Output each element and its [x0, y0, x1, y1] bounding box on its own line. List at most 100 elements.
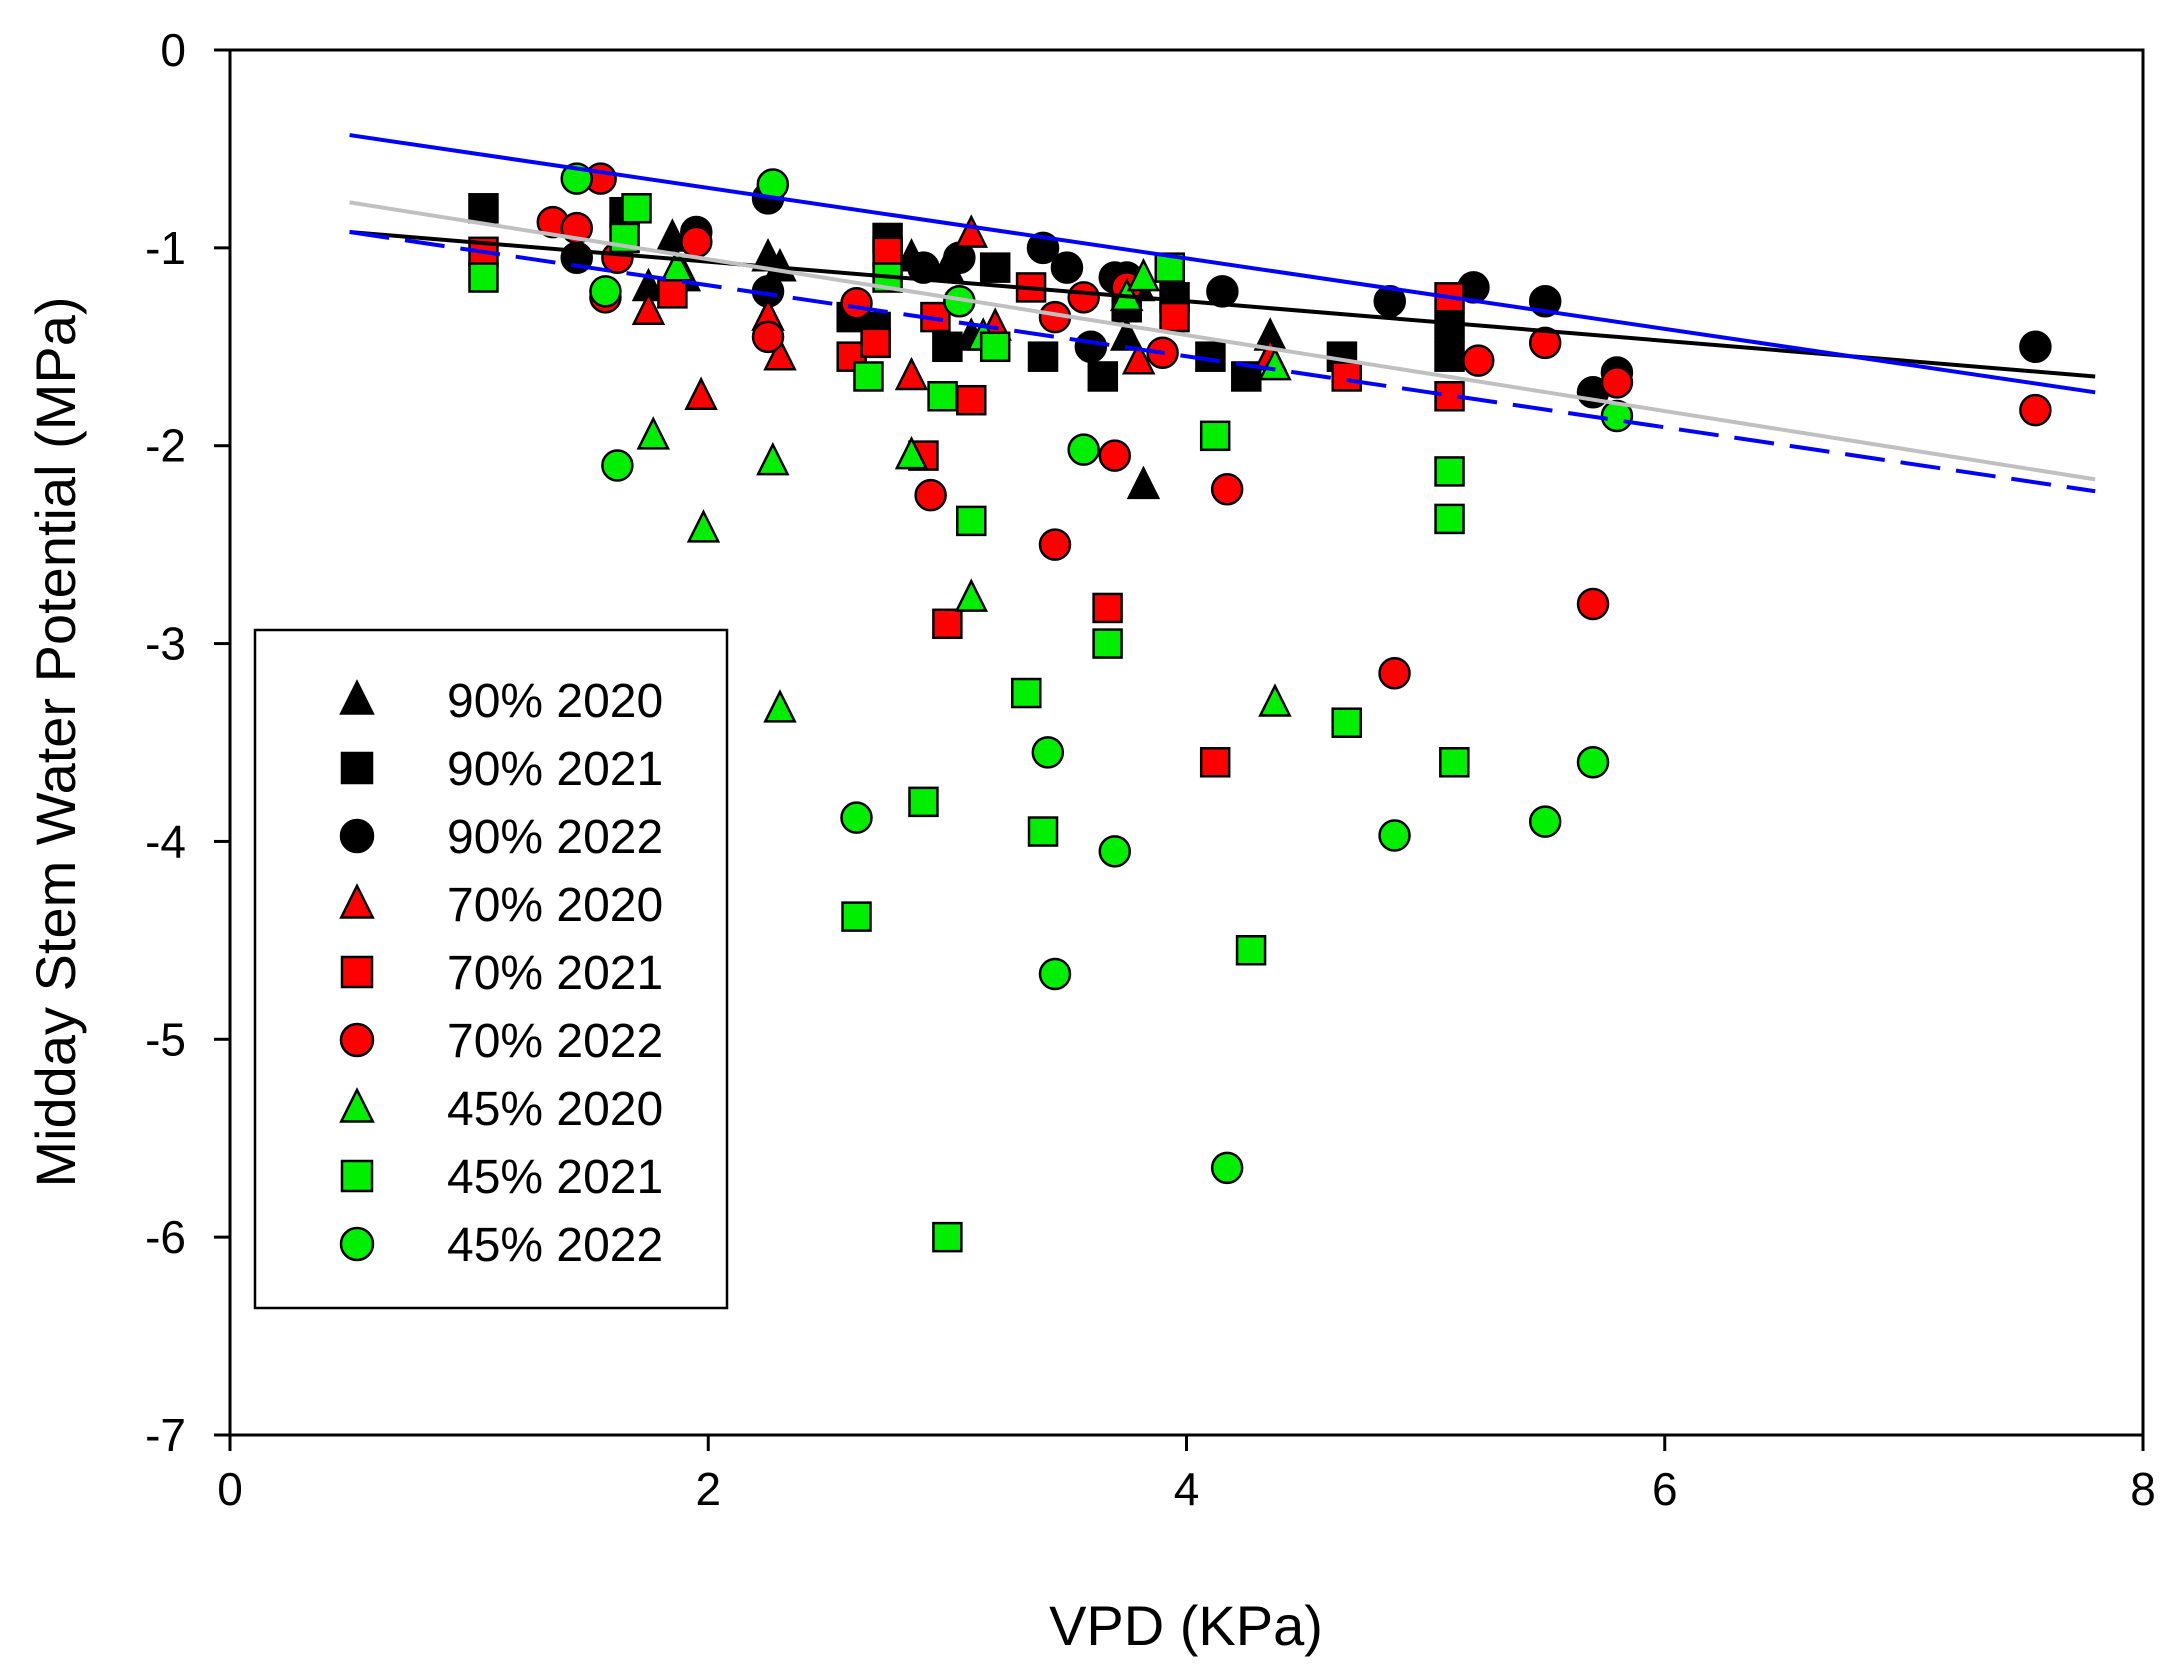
legend-marker [339, 818, 375, 854]
data-point [1098, 439, 1132, 472]
data-point [956, 505, 987, 537]
data-point [1434, 503, 1465, 535]
data-point [1434, 311, 1465, 343]
legend-items: 90% 2020 90% 2021 90% 2022 70% 2020 70% 2021… [339, 675, 663, 1272]
legend-box [253, 628, 729, 1310]
data-point [601, 449, 634, 482]
series-45-2021 [468, 193, 1470, 1253]
data-point [1050, 251, 1084, 284]
data-point [655, 218, 690, 252]
data-point [756, 441, 790, 476]
legend-marker [339, 679, 375, 715]
data-point [1600, 366, 1634, 399]
data-point [932, 608, 963, 640]
data-point [1331, 707, 1362, 738]
x-tick-label: 8 [2130, 1463, 2156, 1515]
data-point [1576, 587, 1610, 621]
legend-label: 70% 2020 [447, 879, 663, 932]
data-point [927, 381, 958, 412]
data-point [1067, 281, 1100, 314]
data-point [2019, 330, 2052, 364]
data-point [954, 578, 989, 612]
data-point [1258, 683, 1292, 717]
data-point [1199, 420, 1231, 452]
data-point [1206, 275, 1239, 308]
regression-line [349, 230, 2096, 379]
series-45-2022 [560, 162, 1634, 1185]
data-point [1199, 747, 1231, 778]
regression-line [349, 230, 2096, 494]
legend-marker [339, 883, 375, 919]
data-point [840, 287, 873, 320]
data-point [1027, 341, 1059, 372]
series-70-2022 [536, 162, 2052, 690]
legend-label: 45% 2020 [447, 1083, 663, 1136]
data-point [932, 1221, 963, 1253]
y-tick-label: -2 [145, 420, 186, 472]
data-point [979, 252, 1011, 283]
y-tick-label: -3 [145, 618, 186, 670]
x-tick-label: 6 [1652, 1463, 1678, 1515]
x-axis-title: VPD (KPa) [1049, 1594, 1323, 1657]
regression-line [349, 133, 2096, 395]
data-point [763, 336, 797, 371]
data-point [841, 901, 872, 932]
data-point [1331, 361, 1362, 392]
legend-label: 45% 2021 [447, 1151, 663, 1204]
data-point [1011, 677, 1042, 709]
data-point [1038, 957, 1072, 991]
data-point [621, 193, 652, 224]
data-point [1378, 657, 1411, 690]
data-point [954, 214, 989, 248]
data-point [636, 416, 670, 450]
legend-marker [340, 955, 374, 989]
regression-lines [349, 133, 2096, 494]
y-tick-label: -5 [145, 1013, 186, 1065]
legend: 90% 2020 90% 2021 90% 2022 70% 2020 70% 2021… [253, 628, 729, 1310]
y-tick-label: -4 [145, 815, 186, 867]
data-point [660, 247, 694, 282]
data-point [1027, 816, 1059, 847]
data-point [1434, 341, 1465, 372]
data-point [1210, 1151, 1244, 1185]
legend-marker [339, 1226, 375, 1262]
data-point [657, 278, 688, 309]
data-point [1109, 317, 1144, 351]
data-point [932, 331, 963, 363]
data-point [1210, 472, 1244, 506]
data-point [1038, 528, 1072, 561]
data-point [1235, 935, 1267, 966]
data-point [1154, 252, 1186, 283]
legend-marker [340, 751, 374, 785]
y-tick-label: 0 [160, 24, 186, 76]
legend-label: 90% 2020 [447, 675, 663, 728]
y-axis-title: Midday Stem Water Potential (MPa) [24, 296, 87, 1187]
data-point [956, 384, 987, 416]
data-point [908, 786, 939, 818]
data-point [1126, 465, 1161, 500]
data-point [907, 251, 940, 284]
data-point [1258, 346, 1292, 381]
legend-marker [340, 1159, 374, 1193]
legend-marker [339, 1022, 375, 1058]
y-tick-label: -6 [145, 1211, 186, 1263]
y-tick-label: -7 [145, 1409, 186, 1461]
data-point [840, 801, 873, 834]
data-point [468, 262, 499, 293]
data-point [860, 327, 891, 359]
data-point [1092, 628, 1123, 659]
data-point [894, 356, 929, 391]
data-point [1461, 344, 1495, 377]
data-point [1528, 326, 1562, 360]
data-point [1528, 805, 1562, 838]
y-tick-label: -1 [145, 222, 186, 274]
regression-line [349, 200, 2096, 482]
data-point [1159, 301, 1190, 333]
data-point [2019, 393, 2052, 427]
data-point [751, 320, 785, 354]
legend-label: 45% 2022 [447, 1219, 663, 1272]
axis-ticks: 0 2 4 6 8 0 -1 -2 -3 -4 -5 -6 -7 [145, 24, 2156, 1515]
data-point [853, 361, 884, 392]
legend-label: 70% 2021 [447, 947, 663, 1000]
